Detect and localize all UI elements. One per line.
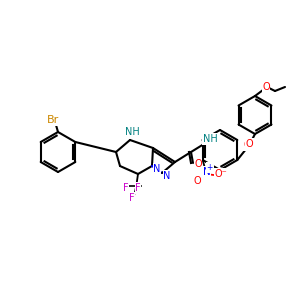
Text: N: N — [163, 171, 171, 181]
Text: O: O — [194, 176, 202, 186]
Text: O: O — [245, 139, 253, 149]
Text: NH: NH — [202, 134, 217, 144]
Text: O⁻: O⁻ — [214, 169, 227, 179]
Text: N: N — [203, 167, 211, 177]
Text: N: N — [153, 164, 161, 174]
Text: F: F — [129, 193, 135, 203]
Text: Br: Br — [47, 115, 59, 125]
Text: NH: NH — [124, 127, 140, 137]
Text: O: O — [244, 140, 251, 150]
Text: O: O — [194, 159, 202, 169]
Text: O: O — [262, 82, 270, 92]
Text: F: F — [135, 183, 141, 193]
Text: F: F — [123, 183, 129, 193]
Text: +: + — [207, 163, 213, 172]
